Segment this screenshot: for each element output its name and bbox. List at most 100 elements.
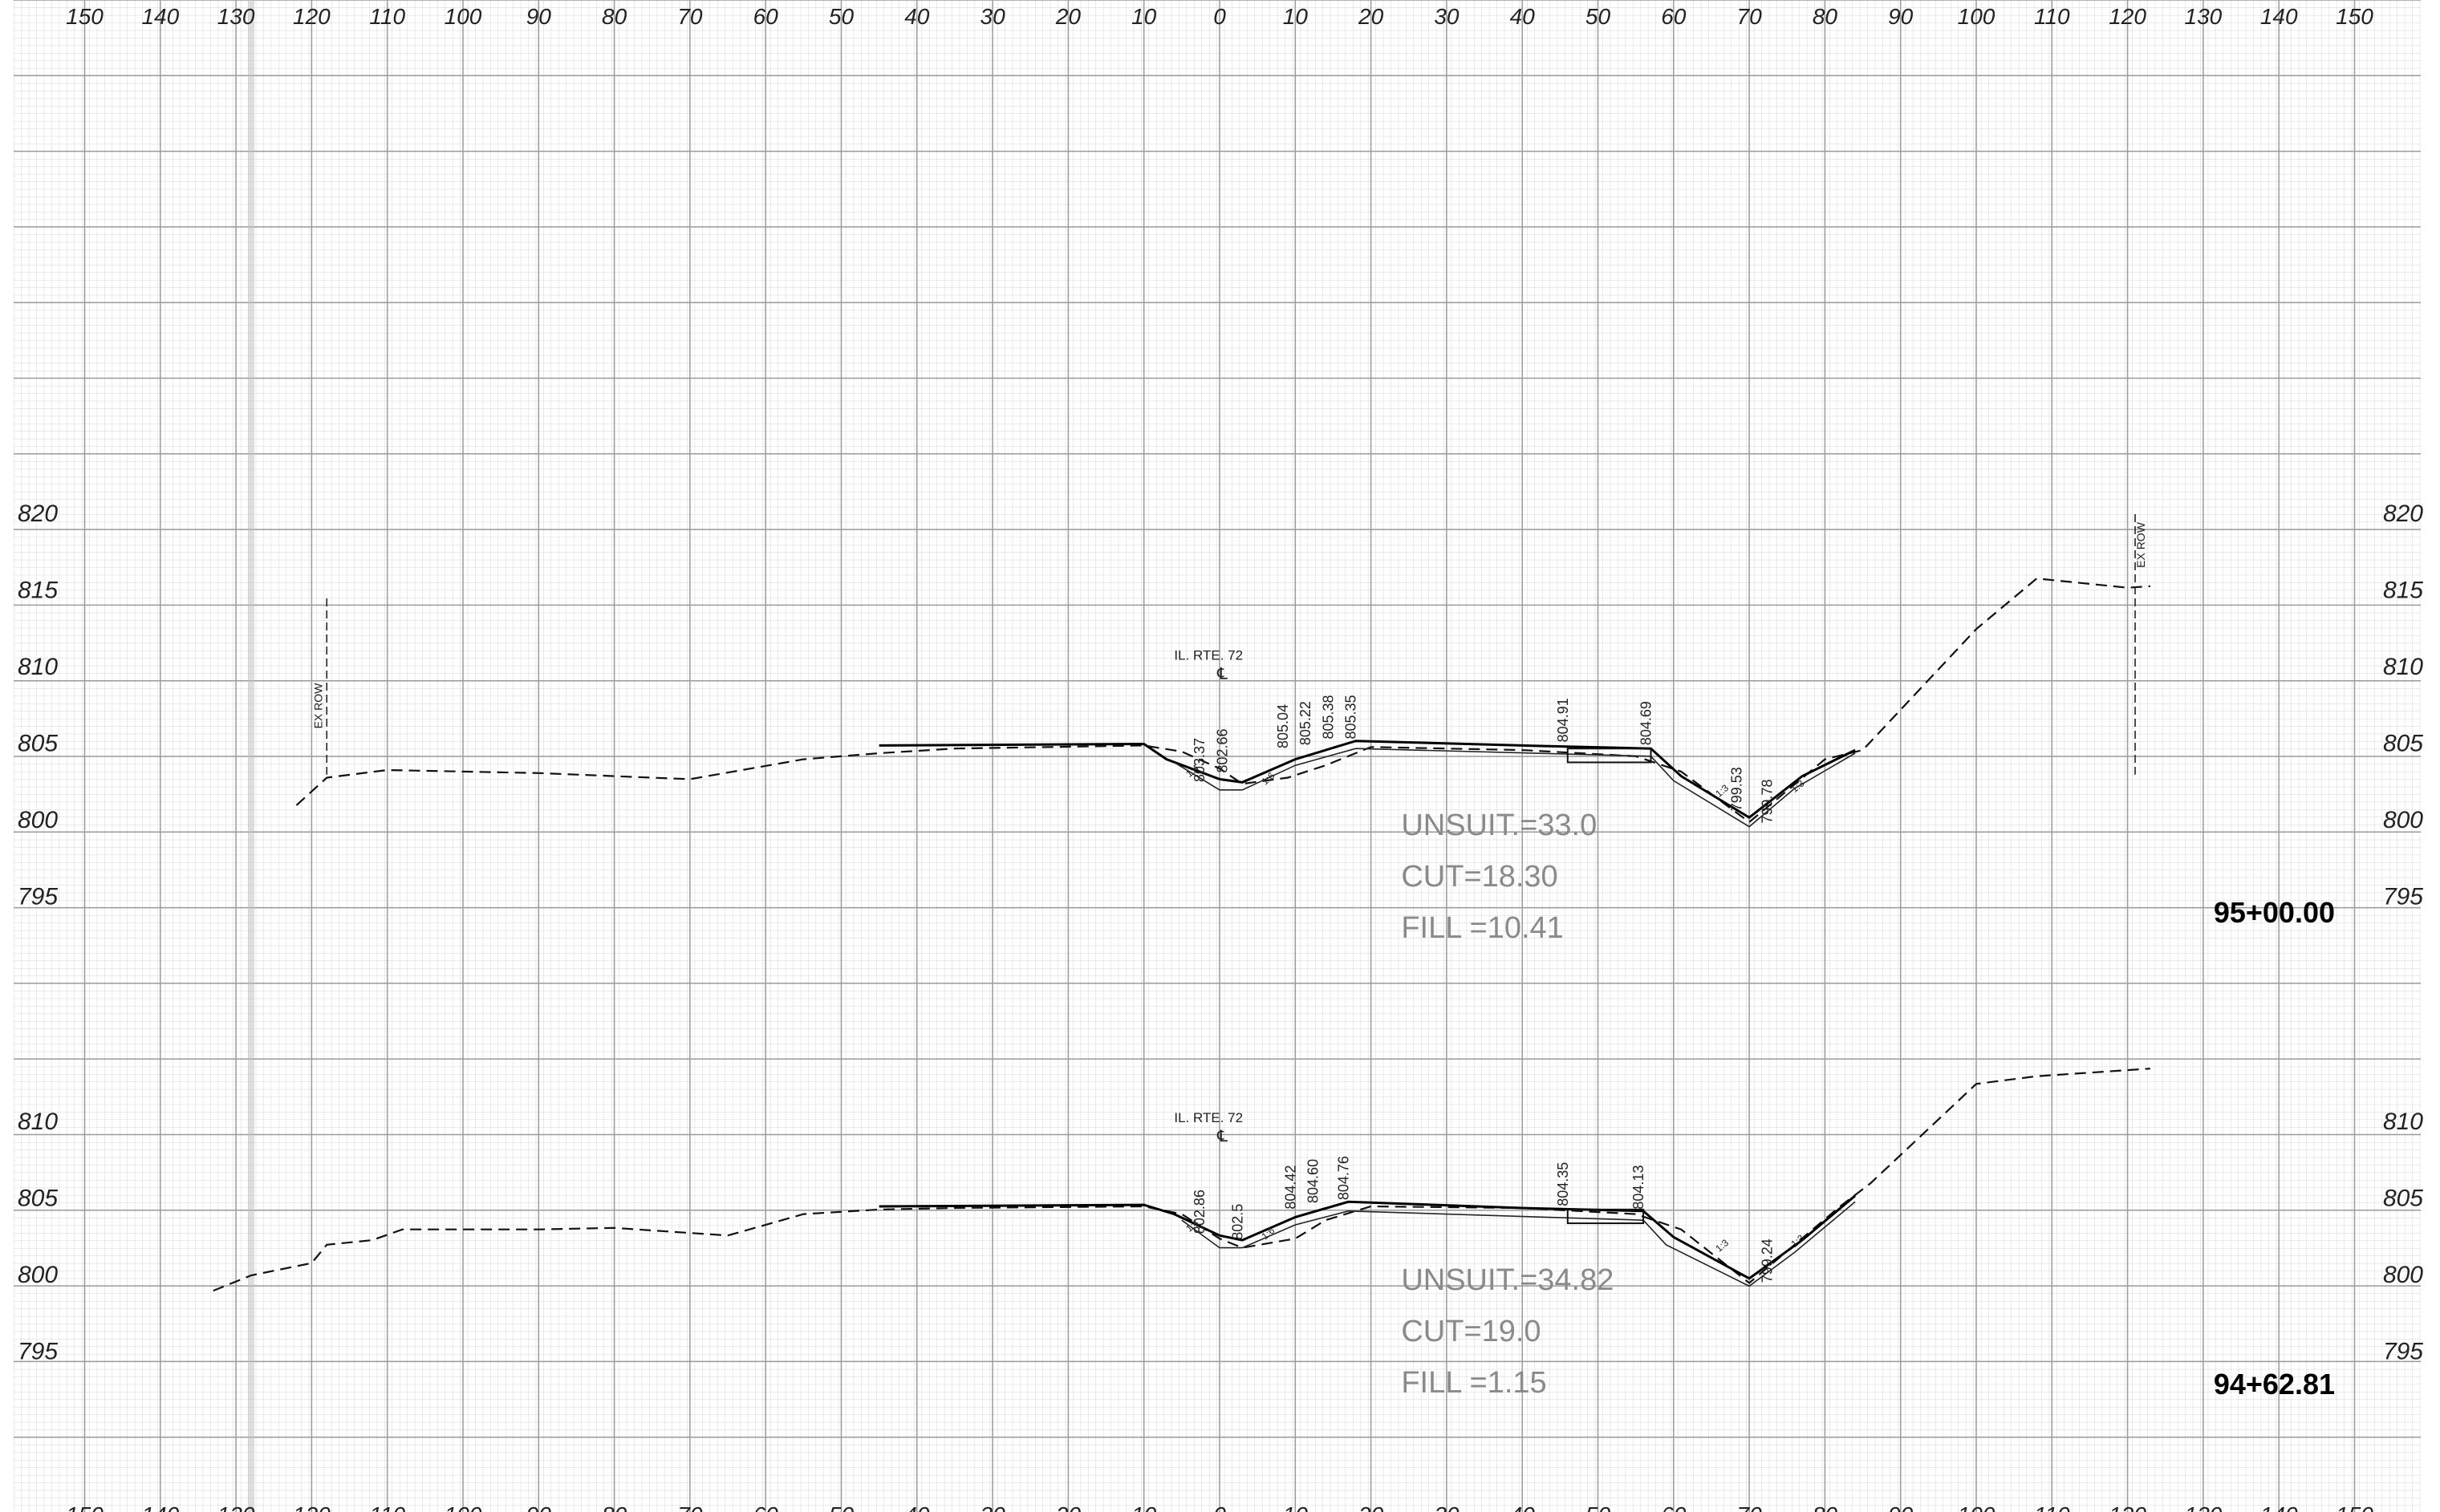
proposed-section-top (879, 1194, 1857, 1280)
elevation-label-left: 800 (18, 807, 58, 833)
centerline-label: IL. RTE. 72 (1174, 647, 1243, 663)
offset-tick-label-top: 120 (2109, 4, 2146, 29)
point-elevation-label: 802.86 (1192, 1190, 1208, 1234)
offset-tick-label-top: 80 (602, 4, 627, 29)
offset-tick-label-bottom: 30 (980, 1502, 1006, 1512)
offset-tick-label-top: 140 (141, 4, 179, 29)
point-elevation-label: 803.37 (1192, 738, 1208, 782)
offset-tick-label-top: 10 (1283, 4, 1309, 29)
earthwork-quantity: UNSUIT.=34.82 (1401, 1263, 1614, 1297)
proposed-section-bottom (1173, 748, 1856, 828)
offset-tick-label-top: 140 (2260, 4, 2298, 29)
offset-tick-label-top: 20 (1358, 4, 1384, 29)
offset-tick-label-top: 130 (2185, 4, 2223, 29)
earthwork-quantity: UNSUIT.=33.0 (1401, 809, 1597, 842)
offset-tick-label-top: 110 (369, 4, 405, 29)
offset-tick-label-bottom: 80 (1813, 1502, 1838, 1512)
elevation-label-left: 795 (18, 1339, 58, 1365)
offset-tick-label-bottom: 70 (677, 1502, 703, 1512)
point-elevation-label: 802.66 (1214, 728, 1230, 772)
proposed-section-bottom (1181, 1201, 1856, 1287)
elevation-label-left: 795 (18, 884, 58, 910)
offset-tick-label-bottom: 10 (1283, 1502, 1309, 1512)
offset-tick-label-bottom: 120 (293, 1502, 331, 1512)
point-elevation-label: 799.53 (1729, 767, 1745, 811)
offset-tick-label-top: 80 (1813, 4, 1838, 29)
offset-tick-label-top: 110 (2034, 4, 2070, 29)
offset-tick-label-top: 0 (1213, 4, 1226, 29)
offset-tick-label-top: 70 (1737, 4, 1763, 29)
point-elevation-label: 804.60 (1305, 1159, 1321, 1203)
earthwork-quantity: CUT=18.30 (1401, 860, 1557, 894)
offset-tick-label-top: 30 (980, 4, 1006, 29)
earthwork-quantity: CUT=19.0 (1401, 1315, 1541, 1348)
major-grid (14, 0, 2421, 1512)
offset-tick-label-top: 130 (217, 4, 255, 29)
earthwork-quantity: FILL =1.15 (1401, 1366, 1546, 1400)
offset-tick-label-bottom: 20 (1358, 1502, 1384, 1512)
elevation-label-left: 810 (18, 1109, 58, 1135)
offset-tick-label-top: 100 (1958, 4, 1995, 29)
row-label-right: EX ROW (2134, 521, 2147, 568)
point-elevation-label: 804.13 (1630, 1165, 1646, 1210)
elevation-label-right: 795 (2383, 1339, 2423, 1365)
point-elevation-label: 805.38 (1320, 695, 1336, 739)
elevation-label-left: 805 (18, 731, 58, 757)
elevation-label-left: 805 (18, 1186, 58, 1212)
row-label-left: EX ROW (311, 683, 324, 729)
elevation-label-left: 810 (18, 654, 58, 680)
offset-tick-label-bottom: 150 (66, 1502, 104, 1512)
point-elevation-label: 804.76 (1335, 1156, 1351, 1200)
offset-tick-label-bottom: 140 (2260, 1502, 2298, 1512)
offset-tick-label-top: 10 (1131, 4, 1157, 29)
offset-tick-label-bottom: 10 (1131, 1502, 1157, 1512)
point-elevation-label: 799.78 (1759, 779, 1775, 823)
offset-tick-label-bottom: 40 (904, 1502, 930, 1512)
offset-tick-label-top: 120 (293, 4, 331, 29)
elevation-label-right: 810 (2383, 654, 2423, 680)
pavement-structure (1566, 1208, 1645, 1225)
offset-tick-label-top: 40 (1510, 4, 1536, 29)
offset-tick-label-bottom: 120 (2109, 1502, 2146, 1512)
offset-tick-label-bottom: 50 (829, 1502, 855, 1512)
point-elevation-label: 799.24 (1759, 1238, 1775, 1283)
elevation-label-right: 795 (2383, 884, 2423, 910)
point-elevation-label: 804.69 (1638, 701, 1654, 745)
station-label: 95+00.00 (2214, 896, 2335, 929)
offset-tick-label-bottom: 110 (2034, 1502, 2070, 1512)
offset-tick-label-top: 90 (526, 4, 552, 29)
offset-tick-label-top: 60 (753, 4, 779, 29)
offset-tick-label-bottom: 150 (2336, 1502, 2373, 1512)
offset-tick-label-bottom: 140 (141, 1502, 179, 1512)
offset-tick-label-top: 30 (1434, 4, 1460, 29)
elevation-label-left: 815 (18, 578, 58, 604)
elevation-label-left: 800 (18, 1262, 58, 1288)
existing-ground-line (295, 578, 2150, 824)
offset-tick-label-bottom: 130 (217, 1502, 255, 1512)
offset-tick-label-top: 70 (677, 4, 703, 29)
offset-tick-label-top: 20 (1055, 4, 1082, 29)
point-elevation-label: 802.5 (1229, 1204, 1245, 1240)
centerline-label: IL. RTE. 72 (1174, 1110, 1243, 1125)
top-offset-axis: 150 140 130 120 110 100 90 80 70 60 50 40 30 20 10 0 10 2… (66, 4, 2373, 29)
point-elevation-label: 805.04 (1275, 704, 1291, 748)
offset-tick-label-bottom: 110 (369, 1502, 405, 1512)
earthwork-quantity: FILL =10.41 (1401, 911, 1563, 945)
offset-tick-label-bottom: 80 (602, 1502, 627, 1512)
elevation-label-right: 805 (2383, 1186, 2423, 1212)
offset-tick-label-bottom: 20 (1055, 1502, 1082, 1512)
proposed-section-top (879, 740, 1856, 820)
offset-tick-label-top: 100 (445, 4, 482, 29)
elevation-label-left: 820 (18, 501, 58, 527)
point-elevation-label: 805.35 (1343, 695, 1359, 739)
offset-tick-label-bottom: 30 (1434, 1502, 1460, 1512)
point-elevation-label: 804.91 (1555, 698, 1571, 742)
offset-tick-label-bottom: 70 (1737, 1502, 1763, 1512)
offset-tick-label-bottom: 60 (753, 1502, 779, 1512)
point-elevation-label: 804.35 (1555, 1162, 1571, 1206)
offset-tick-label-bottom: 0 (1213, 1502, 1226, 1512)
point-elevation-label: 804.42 (1282, 1165, 1298, 1210)
station-label: 94+62.81 (2214, 1368, 2335, 1401)
elevation-label-right: 815 (2383, 578, 2423, 604)
pavement-structure (1566, 748, 1652, 764)
